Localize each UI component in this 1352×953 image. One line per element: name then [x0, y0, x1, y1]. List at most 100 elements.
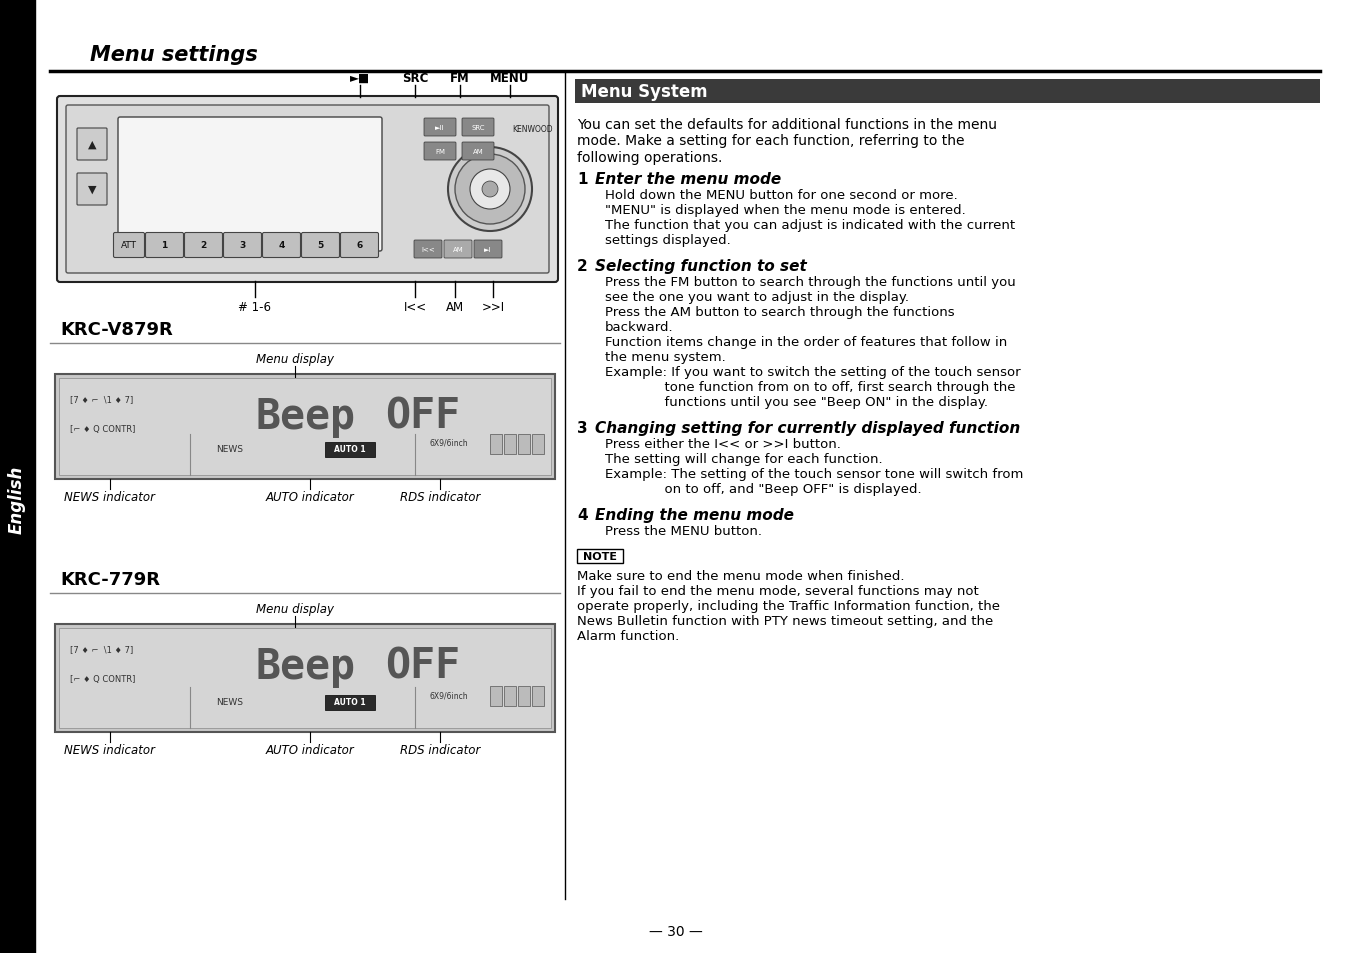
Text: English: English — [8, 465, 26, 534]
Text: The setting will change for each function.: The setting will change for each functio… — [604, 453, 883, 465]
Text: 5: 5 — [318, 241, 323, 251]
Text: Beep: Beep — [256, 645, 356, 687]
FancyBboxPatch shape — [462, 143, 493, 161]
Circle shape — [448, 148, 531, 232]
Bar — [518, 435, 530, 455]
FancyBboxPatch shape — [77, 173, 107, 206]
FancyBboxPatch shape — [341, 233, 379, 258]
FancyBboxPatch shape — [443, 241, 472, 258]
Bar — [531, 435, 544, 455]
Bar — [324, 442, 375, 457]
Text: 2: 2 — [200, 241, 207, 251]
Bar — [504, 435, 516, 455]
Bar — [504, 686, 516, 706]
Text: AUTO 1: AUTO 1 — [334, 445, 366, 454]
Text: Make sure to end the menu mode when finished.: Make sure to end the menu mode when fini… — [577, 569, 904, 582]
Text: Press the MENU button.: Press the MENU button. — [604, 524, 763, 537]
Text: I<<: I<< — [420, 247, 435, 253]
Bar — [55, 624, 556, 732]
Text: If you fail to end the menu mode, several functions may not: If you fail to end the menu mode, severa… — [577, 584, 979, 598]
Text: Example: If you want to switch the setting of the touch sensor: Example: If you want to switch the setti… — [604, 366, 1021, 378]
Text: Menu display: Menu display — [256, 603, 334, 616]
FancyBboxPatch shape — [146, 233, 184, 258]
Text: ▼: ▼ — [88, 185, 96, 194]
Text: FM: FM — [450, 71, 470, 85]
Bar — [59, 378, 552, 476]
Text: — 30 —: — 30 — — [649, 924, 703, 938]
Bar — [489, 686, 502, 706]
Text: NEWS: NEWS — [216, 445, 243, 454]
Text: AUTO indicator: AUTO indicator — [265, 491, 354, 504]
Text: Press the AM button to search through the functions: Press the AM button to search through th… — [604, 306, 955, 318]
Text: AUTO 1: AUTO 1 — [334, 698, 366, 707]
Text: ►I: ►I — [484, 247, 492, 253]
Text: ►■: ►■ — [350, 71, 370, 85]
FancyBboxPatch shape — [118, 118, 383, 252]
Text: FM: FM — [435, 149, 445, 154]
Text: 3: 3 — [577, 420, 588, 436]
Text: tone function from on to off, first search through the: tone function from on to off, first sear… — [604, 380, 1015, 394]
FancyBboxPatch shape — [114, 233, 145, 258]
Circle shape — [483, 182, 498, 198]
Text: KRC-779R: KRC-779R — [59, 571, 160, 588]
Text: [⌐ ♦ Q CONTR]: [⌐ ♦ Q CONTR] — [70, 675, 135, 684]
FancyBboxPatch shape — [414, 241, 442, 258]
FancyBboxPatch shape — [57, 97, 558, 283]
Text: Press the FM button to search through the functions until you: Press the FM button to search through th… — [604, 275, 1015, 289]
FancyBboxPatch shape — [425, 143, 456, 161]
Text: OFF: OFF — [385, 395, 460, 437]
Bar — [531, 686, 544, 706]
Text: # 1-6: # 1-6 — [238, 301, 272, 314]
Text: SRC: SRC — [402, 71, 429, 85]
Text: "MENU" is displayed when the menu mode is entered.: "MENU" is displayed when the menu mode i… — [604, 204, 965, 216]
FancyBboxPatch shape — [262, 233, 300, 258]
Text: [⌐ ♦ Q CONTR]: [⌐ ♦ Q CONTR] — [70, 425, 135, 434]
FancyBboxPatch shape — [425, 119, 456, 137]
Text: 3: 3 — [239, 241, 246, 251]
Text: AUTO indicator: AUTO indicator — [265, 743, 354, 757]
Text: I<<: I<< — [403, 301, 427, 314]
Text: The function that you can adjust is indicated with the current: The function that you can adjust is indi… — [604, 219, 1015, 232]
Text: Selecting function to set: Selecting function to set — [595, 258, 807, 274]
Text: 2: 2 — [577, 258, 588, 274]
Text: NOTE: NOTE — [583, 552, 617, 561]
Text: KENWOOD: KENWOOD — [512, 126, 553, 134]
Text: Hold down the MENU button for one second or more.: Hold down the MENU button for one second… — [604, 189, 957, 202]
Text: Example: The setting of the touch sensor tone will switch from: Example: The setting of the touch sensor… — [604, 468, 1023, 480]
Text: RDS indicator: RDS indicator — [400, 743, 480, 757]
Text: backward.: backward. — [604, 320, 673, 334]
Text: 6X9/6inch: 6X9/6inch — [430, 691, 469, 700]
Text: 6X9/6inch: 6X9/6inch — [430, 438, 469, 447]
Text: Press either the I<< or >>I button.: Press either the I<< or >>I button. — [604, 437, 841, 451]
Text: News Bulletin function with PTY news timeout setting, and the: News Bulletin function with PTY news tim… — [577, 615, 994, 627]
Text: following operations.: following operations. — [577, 151, 722, 165]
Text: the menu system.: the menu system. — [604, 351, 726, 364]
Text: AM: AM — [473, 149, 484, 154]
Text: Beep: Beep — [256, 395, 356, 437]
Bar — [324, 696, 375, 710]
Text: You can set the defaults for additional functions in the menu: You can set the defaults for additional … — [577, 118, 996, 132]
Text: Enter the menu mode: Enter the menu mode — [595, 172, 781, 187]
Text: MENU: MENU — [491, 71, 530, 85]
Text: NEWS indicator: NEWS indicator — [65, 491, 155, 504]
Text: NEWS: NEWS — [216, 698, 243, 707]
Text: 6: 6 — [357, 241, 362, 251]
Text: ATT: ATT — [120, 241, 137, 251]
Text: functions until you see "Beep ON" in the display.: functions until you see "Beep ON" in the… — [604, 395, 988, 409]
Text: KRC-V879R: KRC-V879R — [59, 320, 173, 338]
Text: Function items change in the order of features that follow in: Function items change in the order of fe… — [604, 335, 1007, 349]
FancyBboxPatch shape — [223, 233, 261, 258]
Text: mode. Make a setting for each function, referring to the: mode. Make a setting for each function, … — [577, 134, 964, 149]
Text: [7 ♦ ⌐  \1 ♦ 7]: [7 ♦ ⌐ \1 ♦ 7] — [70, 645, 134, 654]
Text: Menu System: Menu System — [581, 83, 707, 101]
Text: Alarm function.: Alarm function. — [577, 629, 679, 642]
Text: Changing setting for currently displayed function: Changing setting for currently displayed… — [595, 420, 1021, 436]
Text: settings displayed.: settings displayed. — [604, 233, 730, 247]
Bar — [59, 628, 552, 728]
Bar — [575, 80, 1320, 104]
Text: [7 ♦ ⌐  \1 ♦ 7]: [7 ♦ ⌐ \1 ♦ 7] — [70, 395, 134, 404]
Text: AM: AM — [453, 247, 464, 253]
Text: 1: 1 — [161, 241, 168, 251]
Text: NEWS indicator: NEWS indicator — [65, 743, 155, 757]
Text: 4: 4 — [279, 241, 285, 251]
